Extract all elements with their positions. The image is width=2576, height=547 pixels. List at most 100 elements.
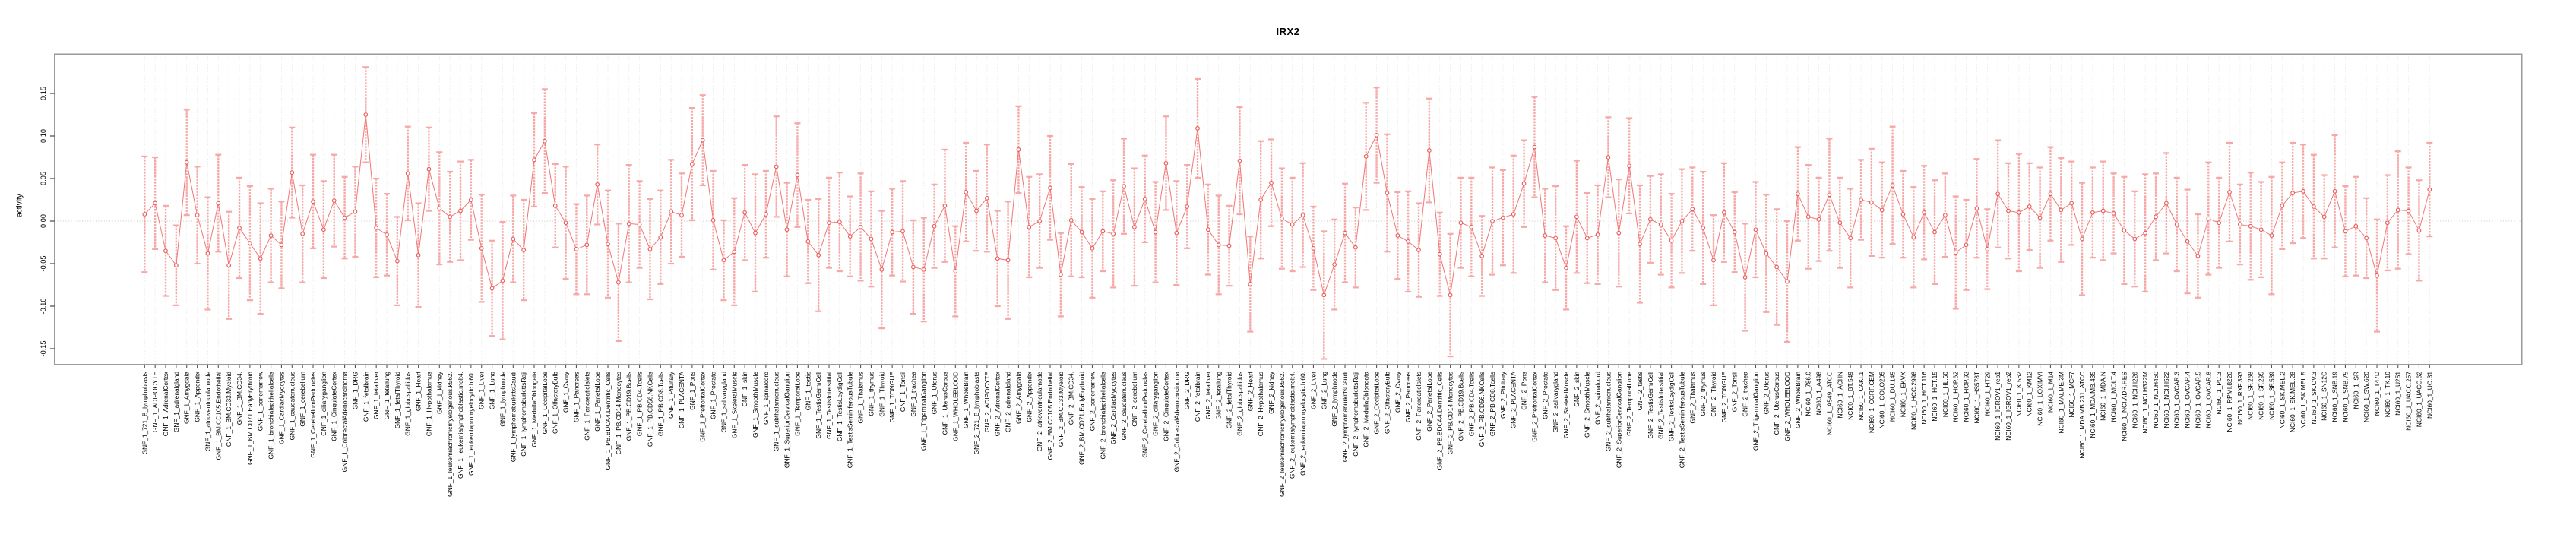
svg-text:GNF_1_Heart: GNF_1_Heart (415, 371, 422, 411)
svg-text:GNF_1_PB.CD14.Monocytes: GNF_1_PB.CD14.Monocytes (615, 372, 622, 454)
svg-text:NCI60_1_SNB.75: NCI60_1_SNB.75 (2341, 372, 2349, 422)
plot-border (54, 53, 2523, 365)
svg-text:GNF_1_lymphomaburkittsRaji: GNF_1_lymphomaburkittsRaji (520, 372, 527, 457)
svg-text:GNF_1_globuspallidus: GNF_1_globuspallidus (404, 372, 412, 436)
svg-text:GNF_2_ColorectalAdenocarcinoma: GNF_2_ColorectalAdenocarcinoma (1172, 372, 1180, 473)
svg-text:NCI60_1_SK.OV.3: NCI60_1_SK.OV.3 (2310, 372, 2318, 425)
svg-text:GNF_2_cerebellum: GNF_2_cerebellum (1131, 372, 1138, 427)
svg-text:NCI60_1_SF.539: NCI60_1_SF.539 (2267, 372, 2275, 420)
svg-text:GNF_2_Pituitary: GNF_2_Pituitary (1499, 371, 1507, 419)
svg-text:GNF_1_Thalamus: GNF_1_Thalamus (857, 372, 865, 423)
svg-text:GNF_2_TONGUE: GNF_2_TONGUE (1720, 372, 1728, 423)
svg-text:GNF_1_ParietalLobe: GNF_1_ParietalLobe (593, 372, 601, 432)
svg-text:GNF_2_TrigeminalGanglion: GNF_2_TrigeminalGanglion (1752, 372, 1759, 451)
svg-text:GNF_2_SmoothMuscle: GNF_2_SmoothMuscle (1584, 372, 1591, 438)
svg-text:GNF_1_fetalbrain: GNF_1_fetalbrain (362, 372, 369, 422)
svg-text:GNF_2_testis: GNF_2_testis (1636, 372, 1644, 410)
svg-text:GNF_1_testis: GNF_1_testis (804, 372, 812, 410)
svg-text:GNF_2_TestisGermCell: GNF_2_TestisGermCell (1647, 372, 1654, 439)
svg-text:NCI60_1_MDA.MB.435: NCI60_1_MDA.MB.435 (2089, 372, 2097, 438)
svg-text:GNF_2_Lung: GNF_2_Lung (1320, 372, 1328, 410)
svg-text:NCI60_1_MDA.N: NCI60_1_MDA.N (2100, 372, 2107, 421)
svg-text:GNF_2_spinalcord: GNF_2_spinalcord (1594, 372, 1602, 425)
y-axis-title: activity (15, 194, 24, 217)
svg-text:GNF_2_DRG: GNF_2_DRG (1183, 372, 1191, 409)
svg-text:GNF_2_Prostate: GNF_2_Prostate (1541, 372, 1549, 419)
per-sample-gridlines (144, 54, 2430, 365)
svg-text:NCI60_1_NCI.H460: NCI60_1_NCI.H460 (2152, 372, 2160, 428)
svg-text:NCI60_1_MCF7: NCI60_1_MCF7 (2068, 372, 2075, 418)
svg-text:NCI60_1_ACHN: NCI60_1_ACHN (1836, 372, 1843, 418)
svg-text:NCI60_1_RPMI.8226: NCI60_1_RPMI.8226 (2226, 372, 2233, 432)
svg-text:GNF_1_Appendix: GNF_1_Appendix (194, 371, 201, 422)
svg-text:GNF_1_skin: GNF_1_skin (741, 372, 748, 407)
svg-text:GNF_1_Pituitary: GNF_1_Pituitary (667, 371, 675, 419)
svg-text:GNF_1_PancreaticIslets: GNF_1_PancreaticIslets (583, 372, 590, 441)
svg-text:NCI60_1_HCT.15: NCI60_1_HCT.15 (1931, 372, 1938, 422)
svg-text:GNF_2_fetalbrain: GNF_2_fetalbrain (1194, 372, 1201, 422)
svg-text:GNF_1_Pancreas: GNF_1_Pancreas (572, 372, 580, 422)
svg-text:GNF_2_Appendix: GNF_2_Appendix (1025, 371, 1033, 422)
svg-text:GNF_2_OccipitalLobe: GNF_2_OccipitalLobe (1373, 372, 1381, 435)
svg-text:GNF_1_TestisInterstitial: GNF_1_TestisInterstitial (825, 372, 833, 439)
svg-text:GNF_2_UterusCorpus: GNF_2_UterusCorpus (1773, 372, 1780, 435)
svg-text:GNF_2_CingulateCortex: GNF_2_CingulateCortex (1162, 371, 1169, 441)
svg-text:GNF_1_SmoothMuscle: GNF_1_SmoothMuscle (752, 372, 759, 438)
svg-text:GNF_2_721_B_lymphoblasts: GNF_2_721_B_lymphoblasts (973, 372, 980, 454)
svg-text:GNF_1_TemporalLobe: GNF_1_TemporalLobe (793, 372, 801, 436)
svg-text:GNF_2_fetalliver: GNF_2_fetalliver (1204, 372, 1212, 419)
svg-text:GNF_2_TestisLeydigCell: GNF_2_TestisLeydigCell (1668, 372, 1676, 441)
svg-text:NCI60_1_RXF.393: NCI60_1_RXF.393 (2236, 372, 2244, 425)
svg-text:-0.15: -0.15 (40, 341, 47, 357)
svg-text:GNF_1_kidney: GNF_1_kidney (435, 371, 443, 414)
svg-text:GNF_1_ADIPOCYTE: GNF_1_ADIPOCYTE (151, 372, 159, 432)
svg-text:NCI60_1_SW.620: NCI60_1_SW.620 (2362, 372, 2370, 422)
svg-text:GNF_2_kidney: GNF_2_kidney (1267, 371, 1275, 414)
svg-text:NCI60_1_NCI.H522: NCI60_1_NCI.H522 (2163, 372, 2170, 428)
svg-text:GNF_1_PB.CD8.Tcells: GNF_1_PB.CD8.Tcells (657, 372, 664, 436)
svg-text:NCI60_1_IGROV1_rep2: NCI60_1_IGROV1_rep2 (2005, 372, 2012, 441)
svg-text:GNF_1_Lung: GNF_1_Lung (489, 372, 496, 410)
svg-text:GNF_2_ADIPOCYTE: GNF_2_ADIPOCYTE (983, 372, 991, 432)
svg-text:GNF_2_leukemiapromyelocytic.hl: GNF_2_leukemiapromyelocytic.hl60. (1299, 372, 1307, 476)
svg-text:NCI60_1_OVCAR.5: NCI60_1_OVCAR.5 (2194, 372, 2201, 428)
svg-text:GNF_2_PB.CD4.Tcells: GNF_2_PB.CD4.Tcells (1467, 372, 1475, 436)
error-bars (141, 66, 2433, 360)
svg-text:GNF_2_SuperiorCervicalGanglion: GNF_2_SuperiorCervicalGanglion (1615, 372, 1622, 468)
svg-text:GNF_2_globuspallidus: GNF_2_globuspallidus (1236, 372, 1243, 436)
svg-text:GNF_2_caudatenucleus: GNF_2_caudatenucleus (1120, 372, 1128, 440)
svg-text:GNF_1_PB.BDCA4.Dentritic_Cells: GNF_1_PB.BDCA4.Dentritic_Cells (604, 372, 612, 470)
svg-text:NCI60_1_HS578T: NCI60_1_HS578T (1973, 372, 1980, 423)
svg-text:GNF_2_TemporalLobe: GNF_2_TemporalLobe (1625, 372, 1633, 436)
svg-text:GNF_2_PB.BDCA4.Dentritic_Cells: GNF_2_PB.BDCA4.Dentritic_Cells (1436, 372, 1444, 470)
svg-text:NCI60_1_HOP.92: NCI60_1_HOP.92 (1963, 372, 1970, 422)
svg-text:GNF_2_skin: GNF_2_skin (1573, 372, 1581, 407)
svg-text:GNF_1_OccipitalLobe: GNF_1_OccipitalLobe (541, 372, 549, 435)
svg-text:NCI60_1_UO.31: NCI60_1_UO.31 (2426, 372, 2433, 419)
svg-text:GNF_1_PB.CD4.Tcells: GNF_1_PB.CD4.Tcells (636, 372, 644, 436)
svg-text:GNF_2_lymphnode: GNF_2_lymphnode (1331, 372, 1338, 427)
svg-text:0.00: 0.00 (40, 214, 47, 228)
svg-text:-0.10: -0.10 (40, 299, 47, 315)
svg-text:NCI60_1_A498: NCI60_1_A498 (1815, 372, 1823, 416)
svg-text:NCI60_1_DU.145: NCI60_1_DU.145 (1889, 372, 1897, 422)
svg-text:GNF_2_Pons: GNF_2_Pons (1521, 372, 1528, 410)
svg-text:GNF_2_Hypothalamus: GNF_2_Hypothalamus (1257, 372, 1264, 436)
svg-text:GNF_1_MedullaOblongata: GNF_1_MedullaOblongata (530, 372, 538, 447)
svg-text:GNF_2_leukemialymphoblastic.mo: GNF_2_leukemialymphoblastic.molt4. (1289, 372, 1296, 479)
svg-text:NCI60_1_786.0: NCI60_1_786.0 (1805, 372, 1812, 416)
svg-text:NCI60_1_K.562: NCI60_1_K.562 (2015, 372, 2023, 417)
svg-text:NCI60_1_SK.MEL.2: NCI60_1_SK.MEL.2 (2278, 372, 2286, 429)
svg-text:NCI60_1_HOP.62: NCI60_1_HOP.62 (1952, 372, 1960, 422)
svg-text:GNF_1_trachea: GNF_1_trachea (910, 372, 917, 417)
svg-text:GNF_2_ciliaryganglion: GNF_2_ciliaryganglion (1152, 372, 1160, 436)
svg-text:GNF_2_CerebellumPeduncles: GNF_2_CerebellumPeduncles (1141, 372, 1149, 458)
svg-text:GNF_2_PB.CD19.Bcells: GNF_2_PB.CD19.Bcells (1457, 372, 1464, 441)
svg-text:GNF_1_TestisLeydigCell: GNF_1_TestisLeydigCell (836, 372, 843, 441)
svg-text:NCI60_1_TK.10: NCI60_1_TK.10 (2384, 372, 2391, 417)
svg-text:NCI60_1_HL.60: NCI60_1_HL.60 (1941, 372, 1949, 417)
svg-text:GNF_2_Liver: GNF_2_Liver (1309, 372, 1317, 409)
svg-text:NCI60_1_SN12C: NCI60_1_SN12C (2321, 372, 2328, 421)
svg-text:NCI60_1_A549_ATCC: NCI60_1_A549_ATCC (1825, 372, 1833, 435)
